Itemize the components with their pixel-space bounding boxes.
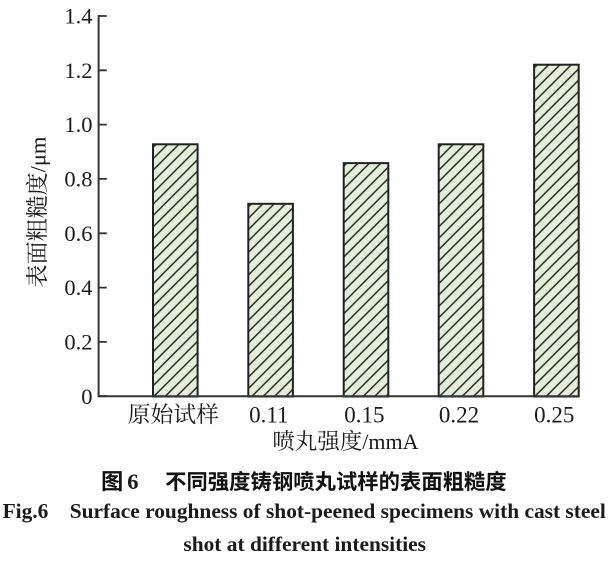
svg-text:1.0: 1.0: [64, 112, 92, 137]
svg-text:0.22: 0.22: [439, 403, 479, 428]
svg-text:1.4: 1.4: [64, 4, 92, 29]
svg-text:/mmA: /mmA: [362, 429, 418, 454]
svg-text:0.25: 0.25: [534, 403, 574, 428]
svg-text:1.2: 1.2: [64, 58, 92, 83]
svg-text:0.4: 0.4: [64, 275, 92, 300]
svg-text:0.6: 0.6: [64, 221, 92, 246]
svg-text:0.11: 0.11: [249, 403, 288, 428]
svg-text:Surface roughness of shot-peen: Surface roughness of shot-peened specime…: [70, 499, 606, 523]
svg-text:0.8: 0.8: [64, 167, 92, 192]
svg-text:0.15: 0.15: [344, 403, 384, 428]
svg-text:0: 0: [81, 384, 92, 409]
svg-text:shot at different intensities: shot at different intensities: [183, 532, 426, 556]
svg-text:6: 6: [127, 469, 138, 494]
svg-text:Fig.6: Fig.6: [3, 499, 49, 523]
svg-text:0.2: 0.2: [64, 330, 92, 355]
svg-text:/μm: /μm: [25, 136, 50, 172]
